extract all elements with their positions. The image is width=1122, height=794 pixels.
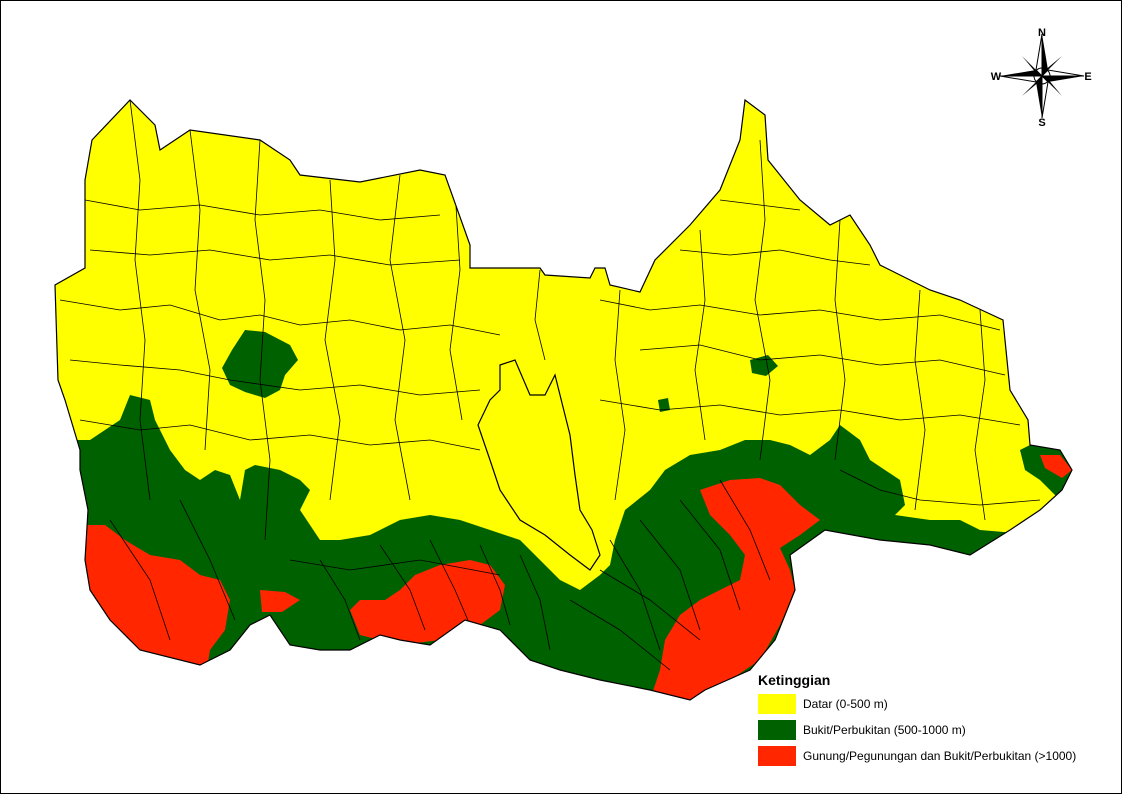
mountain-zone-northeast-tip	[1040, 455, 1072, 478]
legend-item-hills: Bukit/Perbukitan (500-1000 m)	[758, 720, 1118, 740]
legend-swatch-lowland	[758, 694, 796, 714]
compass-east-label: E	[1084, 71, 1091, 83]
legend-item-mountains: Gunung/Pegunungan dan Bukit/Perbukitan (…	[758, 746, 1118, 766]
hill-zone-east-small	[658, 398, 670, 412]
legend-swatch-hills	[758, 720, 796, 740]
compass-south-label: S	[1038, 117, 1045, 128]
compass-rose-icon: N S E W	[991, 27, 1092, 128]
legend-swatch-mountains	[758, 746, 796, 766]
mountain-zone-east	[650, 478, 820, 700]
district-boundaries	[59, 100, 1041, 671]
legend-label-lowland: Datar (0-500 m)	[803, 697, 888, 711]
hill-zone-east	[750, 355, 778, 376]
legend-item-lowland: Datar (0-500 m)	[758, 694, 1118, 714]
map-legend: Ketinggian Datar (0-500 m) Bukit/Perbuki…	[758, 672, 1118, 792]
region-outline	[54, 98, 1073, 701]
hill-zone-center	[222, 330, 298, 398]
compass-west-label: W	[991, 71, 1002, 83]
mountain-zone-west-small	[260, 590, 300, 612]
legend-label-mountains: Gunung/Pegunungan dan Bukit/Perbukitan (…	[803, 749, 1077, 763]
legend-title: Ketinggian	[758, 672, 831, 688]
compass-north-label: N	[1038, 27, 1046, 39]
legend-label-hills: Bukit/Perbukitan (500-1000 m)	[803, 723, 966, 737]
